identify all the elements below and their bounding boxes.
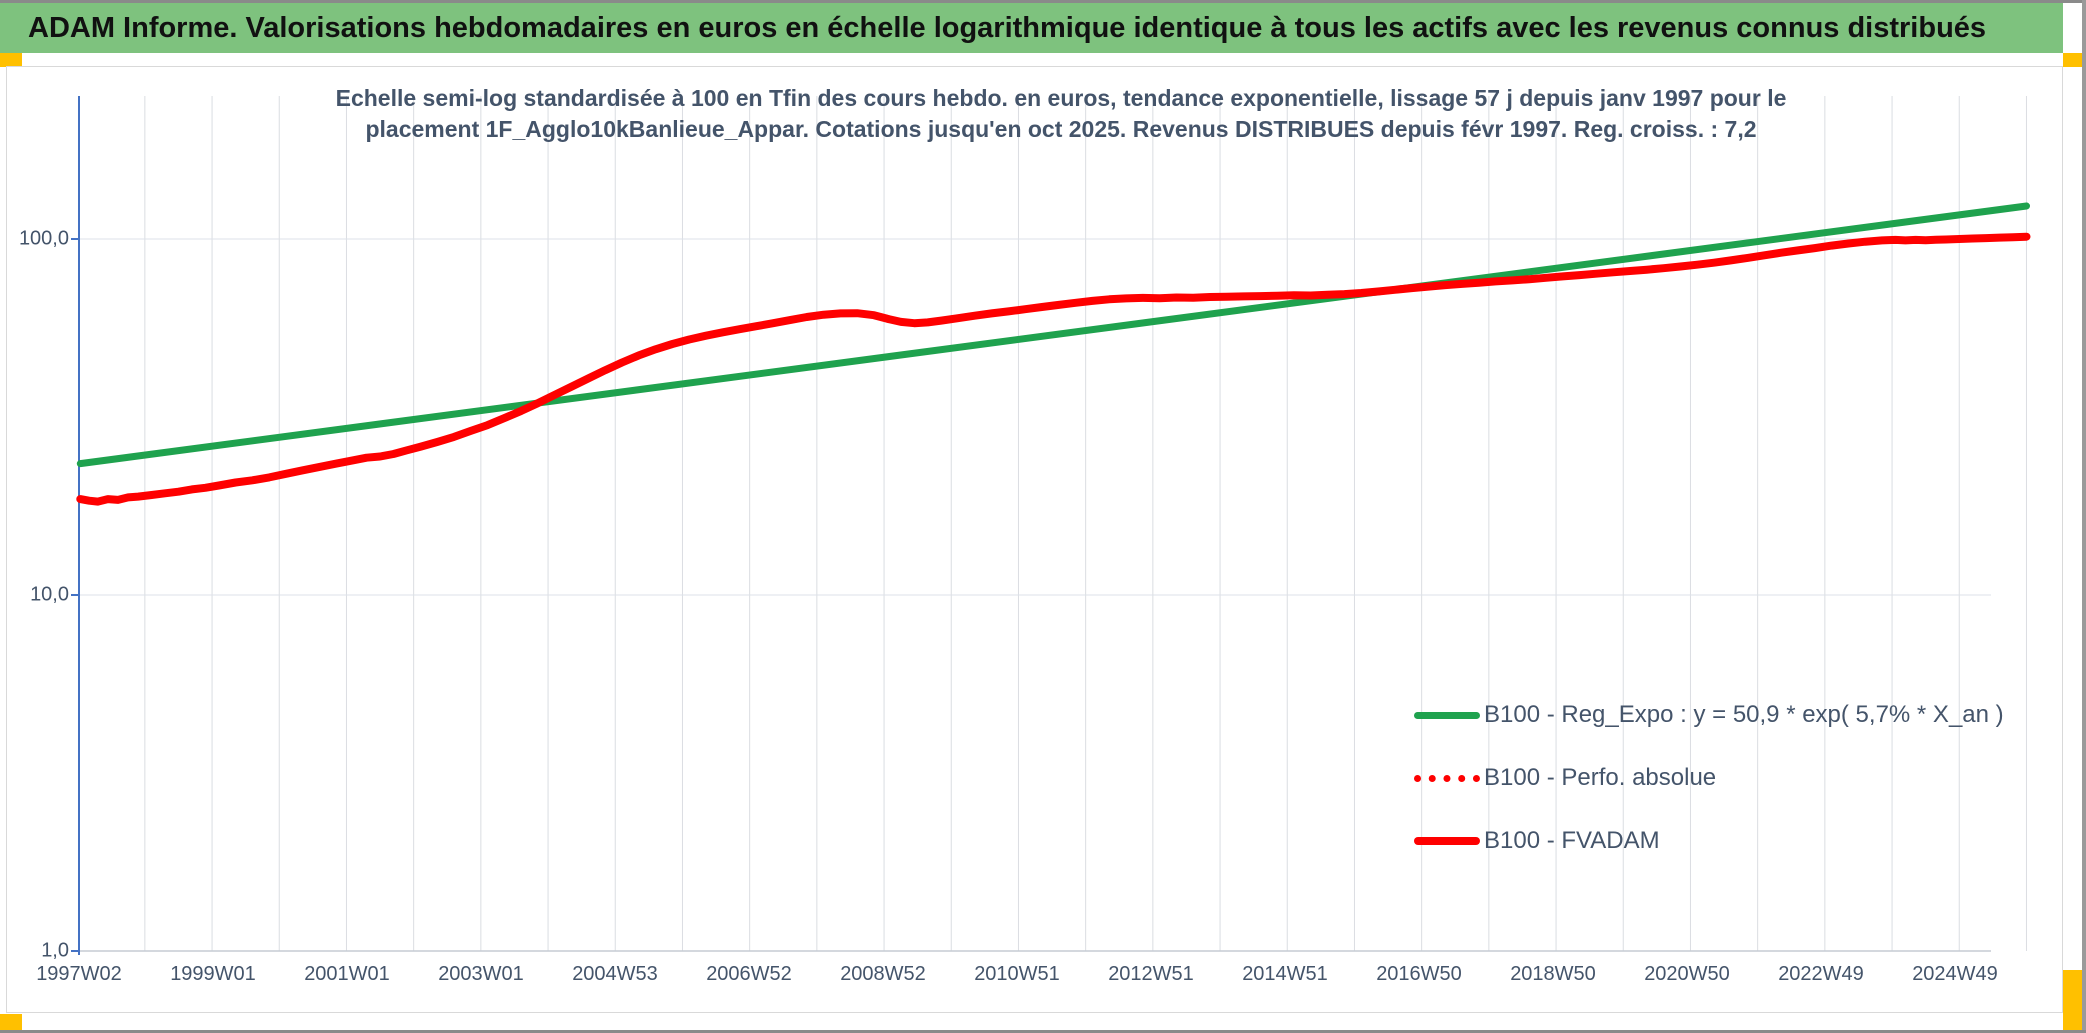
- y-tick-label: 10,0: [30, 583, 69, 606]
- x-tick-label: 2016W50: [1376, 963, 1462, 985]
- x-tick-label: 1999W01: [170, 963, 256, 985]
- legend-label: B100 - FVADAM: [1484, 827, 1660, 854]
- x-tick-label: 2012W51: [1108, 963, 1194, 985]
- corner-marker-top-left: [0, 53, 22, 67]
- x-tick-label: 1997W02: [36, 963, 122, 985]
- solid-line-swatch-icon: [1414, 837, 1480, 845]
- x-tick-label: 2010W51: [974, 963, 1060, 985]
- dotted-line-swatch-icon: [1414, 774, 1480, 782]
- page-border-top: [0, 0, 2086, 3]
- corner-marker-bottom-right: [2063, 970, 2082, 1030]
- x-tick-label: 2020W50: [1644, 963, 1730, 985]
- x-tick-label: 2024W49: [1912, 963, 1998, 985]
- legend-label: B100 - Reg_Expo : y = 50,9 * exp( 5,7% *…: [1484, 701, 2004, 728]
- chart-title: Echelle semi-log standardisée à 100 en T…: [181, 83, 1941, 145]
- x-tick-label: 2003W01: [438, 963, 524, 985]
- x-tick-label: 2008W52: [840, 963, 926, 985]
- series-reg-expo-line: [76, 202, 2030, 468]
- legend: B100 - Reg_Expo : y = 50,9 * exp( 5,7% *…: [1414, 701, 2004, 855]
- x-tick-label: 2006W52: [706, 963, 792, 985]
- legend-item-reg-expo: B100 - Reg_Expo : y = 50,9 * exp( 5,7% *…: [1414, 701, 2004, 729]
- legend-item-perfo-absolue: B100 - Perfo. absolue: [1414, 764, 2004, 792]
- series-fvadam-line: [76, 232, 2031, 506]
- chart-title-line2: placement 1F_Agglo10kBanlieue_Appar. Cot…: [365, 116, 1757, 142]
- corner-marker-top-right: [2063, 53, 2082, 67]
- series-perfo-absolue-line: [77, 234, 2029, 505]
- x-tick-label: 2018W50: [1510, 963, 1596, 985]
- chart-panel[interactable]: Echelle semi-log standardisée à 100 en T…: [6, 66, 2063, 1013]
- x-tick-label: 2014W51: [1242, 963, 1328, 985]
- x-tick-label: 2004W53: [572, 963, 658, 985]
- plot-area: [71, 96, 2031, 955]
- page-border-right: [2082, 0, 2086, 1033]
- y-tick-label: 1,0: [41, 939, 69, 962]
- x-tick-label: 2022W49: [1778, 963, 1864, 985]
- corner-marker-bottom-left: [0, 1014, 22, 1030]
- y-tick-label: 100,0: [18, 227, 69, 250]
- legend-item-fvadam: B100 - FVADAM: [1414, 827, 2004, 855]
- swatch-bar: [1414, 711, 1480, 719]
- header-title: ADAM Informe. Valorisations hebdomadaire…: [28, 11, 1987, 44]
- swatch-bar: [1414, 837, 1480, 845]
- chart-title-line1: Echelle semi-log standardisée à 100 en T…: [335, 85, 1787, 111]
- solid-line-swatch-icon: [1414, 711, 1480, 719]
- x-tick-label: 2001W01: [304, 963, 390, 985]
- legend-label: B100 - Perfo. absolue: [1484, 764, 1717, 791]
- page-border-bottom: [0, 1030, 2086, 1033]
- header-bar: ADAM Informe. Valorisations hebdomadaire…: [0, 3, 2063, 53]
